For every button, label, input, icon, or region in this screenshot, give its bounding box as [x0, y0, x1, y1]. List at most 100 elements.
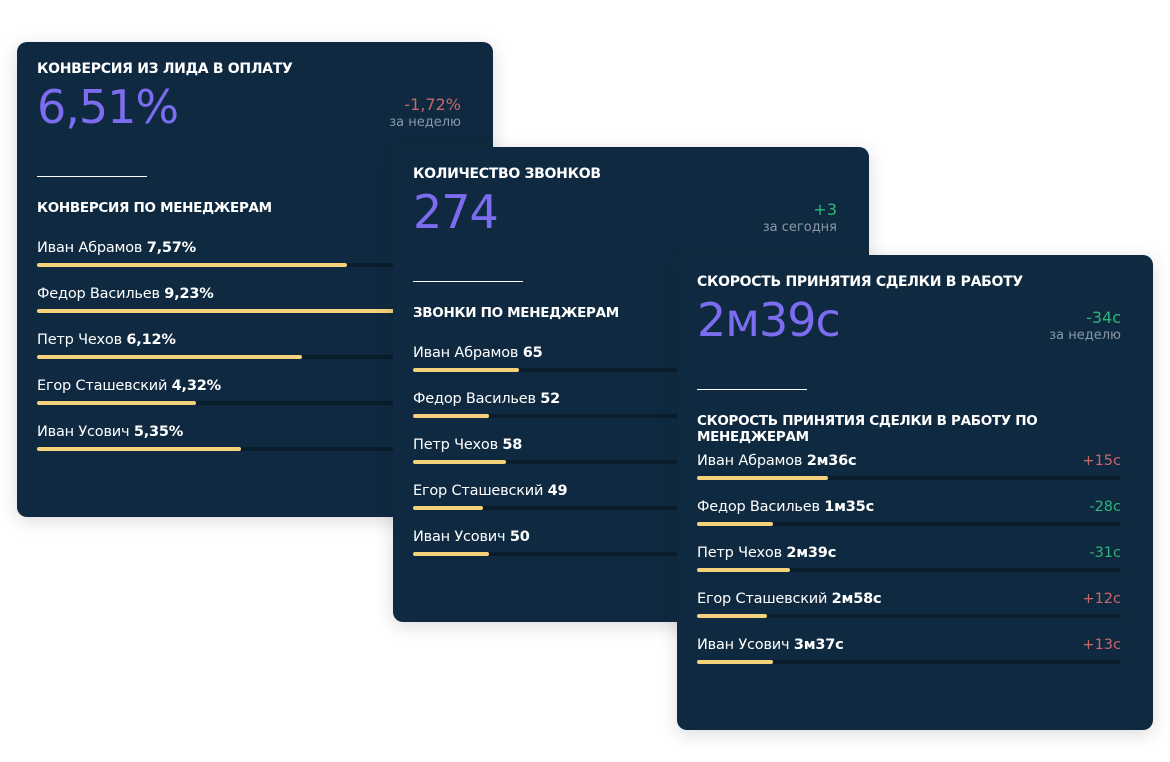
manager-row: Иван Абрамов 7,57%	[37, 240, 461, 286]
manager-row: Петр Чехов 2м39с -31с	[697, 545, 1121, 591]
manager-change: -28с	[1089, 499, 1121, 515]
manager-value: 7,57%	[146, 240, 197, 256]
progress-track	[37, 355, 461, 359]
progress-fill	[697, 568, 791, 572]
progress-track	[697, 568, 1121, 572]
divider	[697, 389, 807, 390]
manager-row: Егор Сташевский 2м58с +12с	[697, 591, 1121, 637]
divider	[37, 176, 147, 177]
manager-name: Егор Сташевский	[413, 483, 544, 499]
manager-label: Федор Васильев 9,23%	[37, 286, 461, 302]
progress-fill	[37, 447, 241, 451]
manager-list: Иван Абрамов 65 Федор Васильев 52 Петр Ч…	[413, 345, 837, 575]
section-subtitle: КОНВЕРСИЯ ПО МЕНЕДЖЕРАМ	[37, 200, 272, 216]
progress-fill	[413, 460, 507, 464]
manager-row: Иван Усович 3м37с +13с	[697, 637, 1121, 683]
delta-block: -1,72% за неделю	[389, 95, 461, 130]
manager-value: 2м39с	[786, 545, 837, 561]
manager-value: 50	[509, 529, 530, 545]
main-metric: 6,51%	[37, 80, 179, 134]
manager-value: 58	[502, 437, 523, 453]
progress-track	[413, 460, 837, 464]
manager-row: Иван Усович 50	[413, 529, 837, 575]
manager-label: Иван Усович 50	[413, 529, 837, 545]
delta-period: за сегодня	[762, 220, 837, 235]
manager-change: +12с	[1082, 591, 1121, 607]
manager-name: Иван Усович	[697, 637, 790, 653]
manager-name: Петр Чехов	[697, 545, 782, 561]
main-metric: 274	[413, 185, 499, 239]
manager-name: Петр Чехов	[37, 332, 122, 348]
progress-track	[697, 522, 1121, 526]
manager-value: 49	[547, 483, 568, 499]
deal-speed-card: СКОРОСТЬ ПРИНЯТИЯ СДЕЛКИ В РАБОТУ 2м39с …	[677, 255, 1153, 730]
manager-value: 2м58с	[831, 591, 882, 607]
manager-label: Иван Усович 5,35%	[37, 424, 461, 440]
manager-value: 6,12%	[126, 332, 176, 348]
manager-name: Петр Чехов	[413, 437, 498, 453]
progress-fill	[37, 355, 302, 359]
manager-label: Иван Абрамов 65	[413, 345, 837, 361]
manager-label: Петр Чехов 58	[413, 437, 837, 453]
manager-label: Егор Сташевский 4,32%	[37, 378, 461, 394]
manager-name: Егор Сташевский	[37, 378, 168, 394]
manager-row: Федор Васильев 52	[413, 391, 837, 437]
manager-name: Иван Усович	[37, 424, 130, 440]
progress-track	[37, 401, 461, 405]
manager-label: Федор Васильев 52	[413, 391, 837, 407]
manager-value: 5,35%	[133, 424, 184, 440]
manager-row: Федор Васильев 1м35с -28с	[697, 499, 1121, 545]
manager-row: Петр Чехов 6,12%	[37, 332, 461, 378]
progress-track	[37, 263, 461, 267]
card-title: КОНВЕРСИЯ ИЗ ЛИДА В ОПЛАТУ	[37, 61, 293, 77]
progress-fill	[697, 660, 774, 664]
progress-track	[697, 614, 1121, 618]
delta-value: -1,72%	[404, 95, 461, 114]
progress-fill	[697, 522, 774, 526]
manager-name: Иван Абрамов	[413, 345, 519, 361]
progress-track	[413, 552, 837, 556]
progress-fill	[37, 401, 196, 405]
progress-fill	[37, 263, 347, 267]
manager-change: +15с	[1082, 453, 1121, 469]
manager-row: Иван Абрамов 65	[413, 345, 837, 391]
delta-period: за неделю	[389, 115, 461, 130]
manager-value: 2м36с	[806, 453, 857, 469]
manager-value: 4,32%	[171, 378, 222, 394]
manager-value: 65	[522, 345, 543, 361]
progress-track	[697, 476, 1121, 480]
manager-value: 9,23%	[164, 286, 214, 302]
manager-list: Иван Абрамов 7,57% Федор Васильев 9,23% …	[37, 240, 461, 470]
progress-fill	[413, 414, 490, 418]
manager-label: Петр Чехов 2м39с	[697, 545, 1121, 561]
progress-track	[37, 309, 461, 313]
progress-fill	[697, 476, 829, 480]
card-title: КОЛИЧЕСТВО ЗВОНКОВ	[413, 166, 601, 182]
progress-fill	[413, 552, 490, 556]
manager-name: Федор Васильев	[697, 499, 820, 515]
delta-value: +3	[813, 200, 837, 219]
manager-value: 1м35с	[824, 499, 874, 515]
progress-track	[697, 660, 1121, 664]
progress-fill	[697, 614, 767, 618]
manager-name: Федор Васильев	[37, 286, 160, 302]
manager-row: Иван Абрамов 2м36с +15с	[697, 453, 1121, 499]
manager-label: Иван Абрамов 2м36с	[697, 453, 1121, 469]
progress-fill	[37, 309, 419, 313]
manager-change: -31с	[1089, 545, 1121, 561]
manager-value: 52	[540, 391, 561, 407]
section-subtitle: СКОРОСТЬ ПРИНЯТИЯ СДЕЛКИ В РАБОТУ ПО МЕН…	[697, 413, 1038, 445]
progress-track	[413, 414, 837, 418]
manager-label: Иван Абрамов 7,57%	[37, 240, 461, 256]
manager-name: Иван Абрамов	[697, 453, 803, 469]
manager-label: Егор Сташевский 49	[413, 483, 837, 499]
manager-row: Егор Сташевский 4,32%	[37, 378, 461, 424]
progress-fill	[413, 368, 519, 372]
manager-label: Петр Чехов 6,12%	[37, 332, 461, 348]
manager-label: Иван Усович 3м37с	[697, 637, 1121, 653]
delta-period: за неделю	[1049, 328, 1121, 343]
progress-track	[413, 368, 837, 372]
manager-name: Федор Васильев	[413, 391, 536, 407]
delta-block: +3 за сегодня	[763, 200, 837, 235]
manager-row: Федор Васильев 9,23%	[37, 286, 461, 332]
